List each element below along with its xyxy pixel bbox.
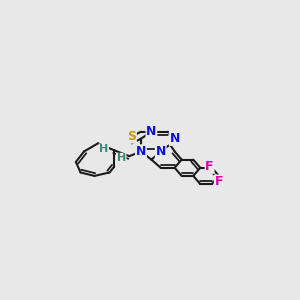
- Text: H: H: [99, 144, 108, 154]
- Text: N: N: [146, 125, 157, 138]
- Text: N: N: [155, 145, 166, 158]
- Text: H: H: [117, 154, 126, 164]
- Text: F: F: [214, 175, 223, 188]
- Text: N: N: [169, 132, 180, 145]
- Text: N: N: [136, 145, 146, 158]
- Text: S: S: [127, 130, 136, 143]
- Text: F: F: [205, 160, 214, 173]
